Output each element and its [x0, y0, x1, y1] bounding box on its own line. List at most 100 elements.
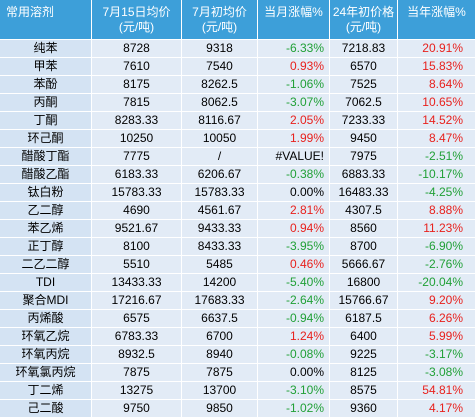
year-change-cell: 8.64% [398, 76, 475, 94]
year-change-cell: 8.47% [398, 130, 475, 148]
header-price-jul15: 7月15日均价 (元/吨) [92, 0, 182, 40]
year-change-cell: 6.26% [398, 310, 475, 328]
price-jul15-cell: 10250 [92, 130, 182, 148]
price-jul-start-cell: 4561.67 [182, 202, 258, 220]
price-jul15-cell: 8728 [92, 40, 182, 58]
table-row: 环己酮 10250 10050 1.99% 9450 8.47% [0, 130, 475, 148]
price-year-start-cell: 6570 [330, 58, 398, 76]
month-change-cell: 0.93% [258, 58, 330, 76]
year-change-cell: -3.08% [398, 364, 475, 382]
price-year-start-cell: 6400 [330, 328, 398, 346]
price-jul15-cell: 7875 [92, 364, 182, 382]
header-product-label: 常用溶剂 [6, 5, 55, 19]
header-price-jul15-unit: (元/吨) [118, 20, 155, 34]
price-jul-start-cell: 9433.33 [182, 220, 258, 238]
table-row: 纯苯 8728 9318 -6.33% 7218.83 20.91% [0, 40, 475, 58]
product-name-cell: 二乙二醇 [0, 256, 92, 274]
table-row: 丁酮 8283.33 8116.67 2.05% 7233.33 14.52% [0, 112, 475, 130]
price-year-start-cell: 6187.5 [330, 310, 398, 328]
price-jul-start-cell: 8116.67 [182, 112, 258, 130]
price-jul15-cell: 7775 [92, 148, 182, 166]
price-year-start-cell: 16483.33 [330, 184, 398, 202]
price-year-start-cell: 9225 [330, 346, 398, 364]
header-year-change-label: 当年涨幅% [407, 5, 466, 19]
month-change-cell: 0.00% [258, 184, 330, 202]
price-year-start-cell: 16800 [330, 274, 398, 292]
price-jul-start-cell: 14200 [182, 274, 258, 292]
table-row: 环氧氯丙烷 7875 7875 0.00% 8125 -3.08% [0, 364, 475, 382]
price-year-start-cell: 8700 [330, 238, 398, 256]
price-jul-start-cell: 6206.67 [182, 166, 258, 184]
month-change-cell: -3.10% [258, 382, 330, 400]
table-row: 丙烯酸 6575 6637.5 -0.94% 6187.5 6.26% [0, 310, 475, 328]
product-name-cell: 钛白粉 [0, 184, 92, 202]
table-row: 醋酸丁酯 7775/#VALUE! 7975 -2.51% [0, 148, 475, 166]
header-price-jul-start-unit: (元/吨) [201, 20, 238, 34]
product-name-cell: 醋酸乙酯 [0, 166, 92, 184]
product-name-cell: 丙酮 [0, 94, 92, 112]
product-name-cell: 环氧氯丙烷 [0, 364, 92, 382]
price-jul15-cell: 8100 [92, 238, 182, 256]
product-name-cell: 醋酸丁酯 [0, 148, 92, 166]
price-jul15-cell: 9521.67 [92, 220, 182, 238]
month-change-cell: -5.40% [258, 274, 330, 292]
year-change-cell: -3.17% [398, 346, 475, 364]
product-name-cell: 苯酚 [0, 76, 92, 94]
price-year-start-cell: 7233.33 [330, 112, 398, 130]
price-jul15-cell: 13433.33 [92, 274, 182, 292]
price-jul-start-cell: 9318 [182, 40, 258, 58]
price-jul15-cell: 17216.67 [92, 292, 182, 310]
product-name-cell: 聚合MDI [0, 292, 92, 310]
year-change-cell: -4.25% [398, 184, 475, 202]
year-change-cell: -10.17% [398, 166, 475, 184]
price-jul-start-cell: 15783.33 [182, 184, 258, 202]
header-month-change: 当月涨幅% [258, 0, 330, 40]
table-row: TDI 13433.33 14200 -5.40% 16800 -20.04% [0, 274, 475, 292]
table-row: 二乙二醇 5510 5485 0.46% 5666.67 -2.76% [0, 256, 475, 274]
price-jul-start-cell: 6700 [182, 328, 258, 346]
table-header: 常用溶剂 7月15日均价 (元/吨) 7月初均价 (元/吨) 当月涨幅% 24年… [0, 0, 475, 40]
price-jul-start-cell: / [182, 148, 258, 166]
year-change-cell: 11.23% [398, 220, 475, 238]
price-jul15-cell: 9750 [92, 400, 182, 418]
price-jul-start-cell: 9850 [182, 400, 258, 418]
price-jul-start-cell: 13700 [182, 382, 258, 400]
table-row: 苯酚 8175 8262.5 -1.06% 7525 8.64% [0, 76, 475, 94]
price-jul-start-cell: 7875 [182, 364, 258, 382]
price-jul15-cell: 4690 [92, 202, 182, 220]
table-row: 甲苯 7610 7540 0.93% 6570 15.83% [0, 58, 475, 76]
price-jul15-cell: 13275 [92, 382, 182, 400]
price-year-start-cell: 9360 [330, 400, 398, 418]
year-change-cell: -20.04% [398, 274, 475, 292]
header-year-change: 当年涨幅% [398, 0, 475, 40]
month-change-cell: 1.24% [258, 328, 330, 346]
year-change-cell: 9.20% [398, 292, 475, 310]
month-change-cell: 0.00% [258, 364, 330, 382]
month-change-cell: #VALUE! [258, 148, 330, 166]
price-jul-start-cell: 7540 [182, 58, 258, 76]
table-row: 丙酮 7815 8062.5 -3.07% 7062.5 10.65% [0, 94, 475, 112]
price-year-start-cell: 4307.5 [330, 202, 398, 220]
price-jul-start-cell: 17683.33 [182, 292, 258, 310]
table-row: 环氧丙烷 8932.5 8940 -0.08% 9225 -3.17% [0, 346, 475, 364]
header-price-year-start: 24年初价格 (元/吨) [330, 0, 398, 40]
table-body: 纯苯 8728 9318 -6.33% 7218.83 20.91% 甲苯 7610 7540 0… [0, 40, 475, 418]
price-year-start-cell: 7062.5 [330, 94, 398, 112]
month-change-cell: 0.46% [258, 256, 330, 274]
price-year-start-cell: 7218.83 [330, 40, 398, 58]
year-change-cell: -6.90% [398, 238, 475, 256]
product-name-cell: 丁二烯 [0, 382, 92, 400]
month-change-cell: -3.07% [258, 94, 330, 112]
price-jul15-cell: 15783.33 [92, 184, 182, 202]
year-change-cell: -2.76% [398, 256, 475, 274]
year-change-cell: 8.88% [398, 202, 475, 220]
year-change-cell: 15.83% [398, 58, 475, 76]
price-year-start-cell: 7525 [330, 76, 398, 94]
product-name-cell: 丙烯酸 [0, 310, 92, 328]
header-price-year-start-label: 24年初价格 [332, 5, 395, 19]
month-change-cell: -1.06% [258, 76, 330, 94]
price-jul15-cell: 6575 [92, 310, 182, 328]
price-jul-start-cell: 10050 [182, 130, 258, 148]
product-name-cell: 环己酮 [0, 130, 92, 148]
